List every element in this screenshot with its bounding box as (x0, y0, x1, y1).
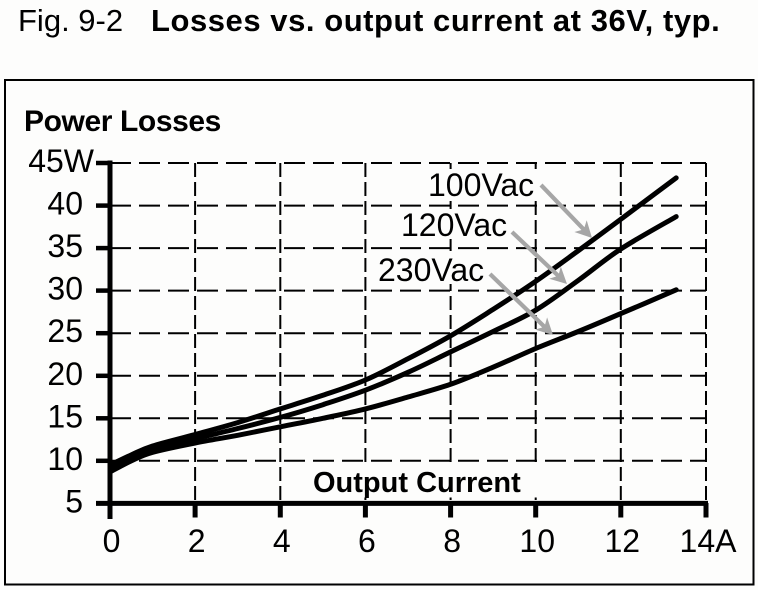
svg-text:6: 6 (358, 523, 376, 559)
svg-text:Fig. 9-2: Fig. 9-2 (18, 3, 123, 38)
svg-text:10: 10 (47, 441, 83, 477)
svg-text:5: 5 (65, 483, 83, 519)
svg-text:8: 8 (443, 523, 461, 559)
svg-text:2: 2 (188, 523, 206, 559)
svg-text:35: 35 (47, 228, 83, 264)
svg-text:4: 4 (273, 523, 291, 559)
svg-text:0: 0 (103, 523, 121, 559)
svg-text:120Vac: 120Vac (401, 207, 507, 243)
svg-text:25: 25 (47, 313, 83, 349)
svg-text:30: 30 (47, 271, 83, 307)
svg-text:40: 40 (47, 186, 83, 222)
svg-text:20: 20 (47, 356, 83, 392)
svg-text:100Vac: 100Vac (428, 167, 534, 203)
svg-text:12: 12 (605, 523, 641, 559)
svg-text:10: 10 (519, 523, 555, 559)
svg-text:15: 15 (47, 398, 83, 434)
svg-text:14A: 14A (680, 523, 738, 559)
svg-text:Power Losses: Power Losses (24, 105, 221, 138)
svg-text:Output Current: Output Current (313, 467, 521, 499)
svg-text:230Vac: 230Vac (378, 252, 484, 288)
svg-text:45W: 45W (28, 143, 95, 179)
svg-text:Losses vs. output current at 3: Losses vs. output current at 36V, typ. (151, 3, 720, 38)
